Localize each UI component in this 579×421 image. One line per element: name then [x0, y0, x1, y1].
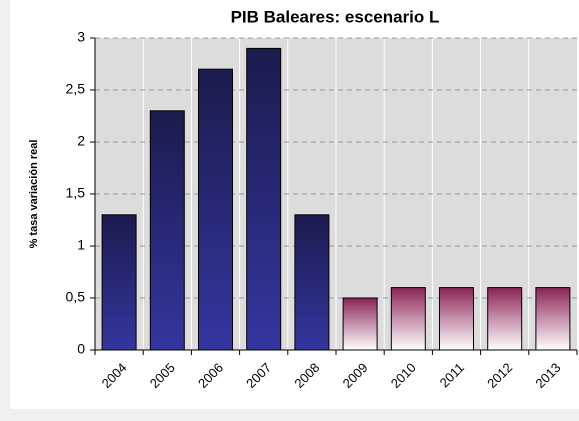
bar	[487, 287, 523, 351]
bar	[294, 214, 330, 351]
bar	[149, 110, 185, 351]
bar	[439, 287, 474, 351]
y-tick-label: 1	[77, 237, 85, 253]
bar	[535, 287, 571, 351]
y-tick-label: 1,5	[66, 185, 86, 201]
chart-title: PIB Baleares: escenario L	[231, 7, 440, 26]
bar	[342, 297, 378, 351]
bar	[246, 47, 282, 351]
bar	[101, 214, 137, 351]
y-tick-label: 2	[77, 133, 85, 149]
bar	[390, 287, 426, 351]
y-tick-label: 0,5	[66, 289, 86, 305]
y-tick-label: 0	[77, 341, 85, 357]
y-tick-label: 2,5	[66, 81, 86, 97]
y-tick-label: 3	[77, 29, 85, 45]
y-axis-label: % tasa variación real	[28, 140, 40, 249]
bar	[198, 68, 233, 351]
